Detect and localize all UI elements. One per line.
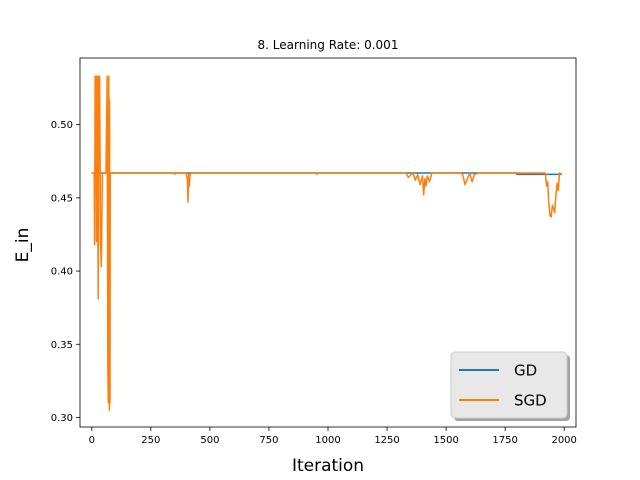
x-axis-ticks: 0 250 500 750 1000 1250 1500 1750 2000 (89, 427, 577, 446)
y-tick-label: 0.50 (51, 120, 73, 131)
chart-title: 8. Learning Rate: 0.001 (258, 38, 399, 52)
x-tick-label: 250 (141, 435, 160, 446)
x-axis-label: Iteration (292, 456, 364, 476)
x-tick-label: 500 (200, 435, 219, 446)
legend-label-sgd: SGD (514, 392, 547, 410)
x-tick-label: 750 (259, 435, 278, 446)
legend-label-gd: GD (514, 362, 537, 380)
y-axis-ticks: 0.30 0.35 0.40 0.45 0.50 (51, 120, 80, 424)
series-line-sgd (91, 75, 563, 411)
y-axis-label: E_in (13, 228, 33, 263)
plot-lines (91, 75, 563, 411)
y-tick-label: 0.30 (51, 413, 73, 424)
y-tick-label: 0.45 (51, 193, 73, 204)
x-tick-label: 0 (89, 435, 95, 446)
legend: GD SGD (450, 351, 570, 421)
y-tick-label: 0.40 (51, 267, 73, 278)
x-tick-label: 1000 (315, 435, 340, 446)
x-tick-label: 1500 (433, 435, 458, 446)
legend-box (450, 351, 568, 419)
x-tick-label: 1750 (492, 435, 517, 446)
x-tick-label: 2000 (551, 435, 576, 446)
x-tick-label: 1250 (374, 435, 399, 446)
y-tick-label: 0.35 (51, 340, 73, 351)
